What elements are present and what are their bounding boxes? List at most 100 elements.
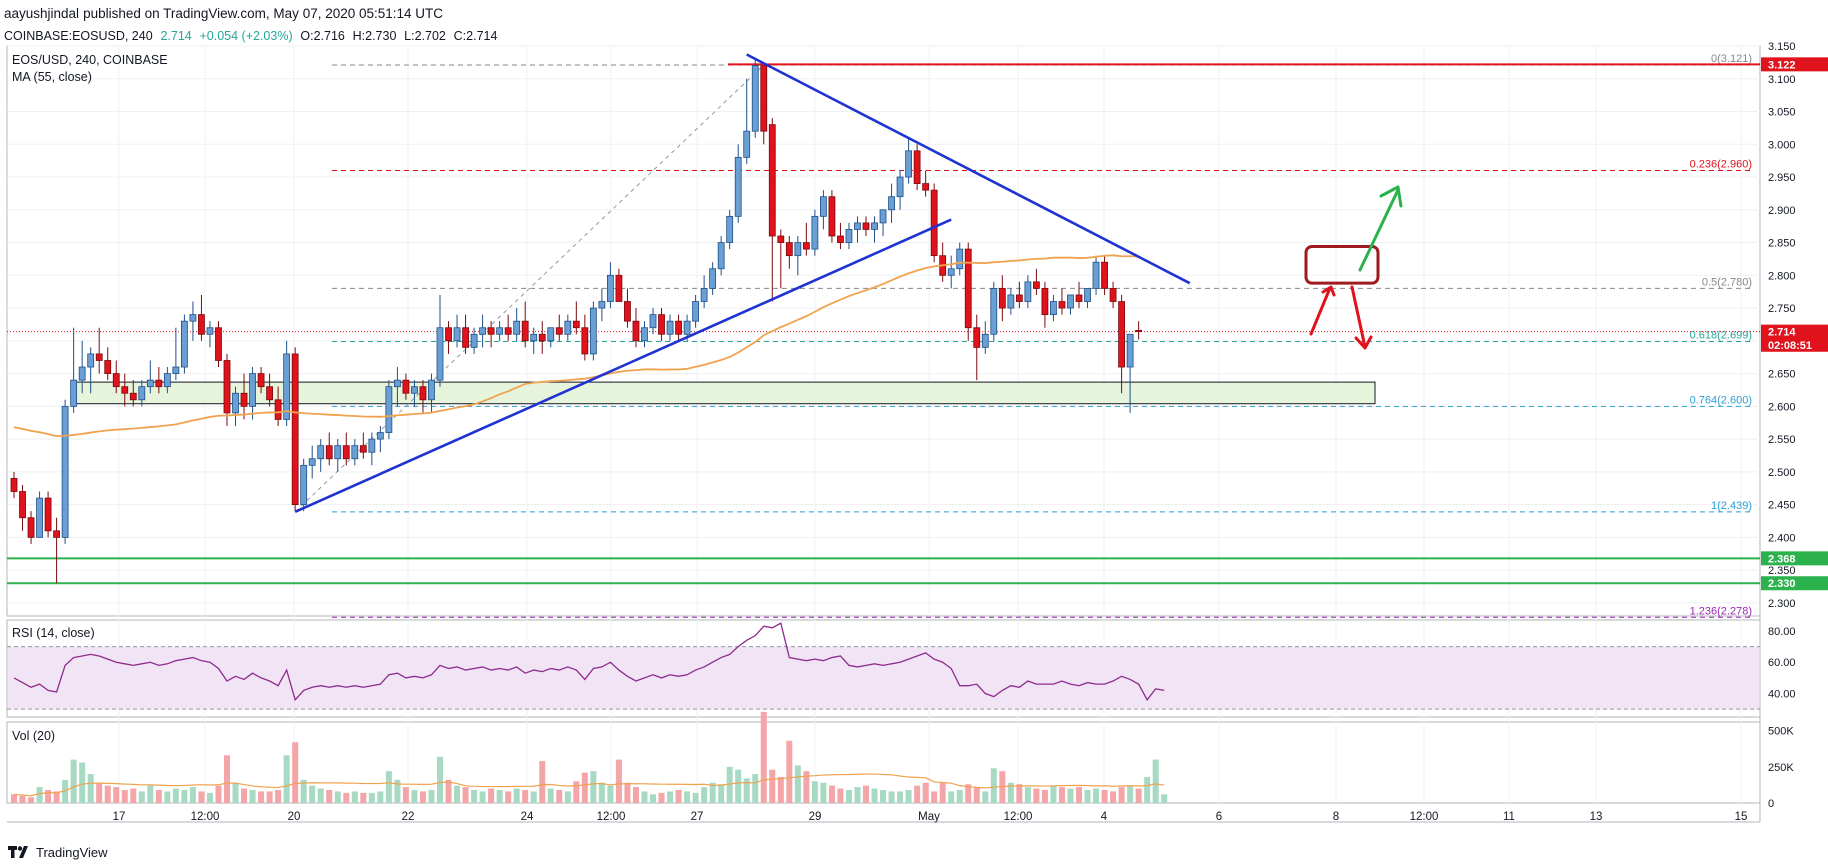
fib-level-label: 0.618(2.699)	[1690, 329, 1752, 341]
volume-bar	[28, 797, 35, 803]
candle-body	[53, 530, 60, 538]
volume-bar	[854, 787, 861, 803]
candle-body	[726, 215, 734, 243]
candle-body	[368, 438, 376, 453]
candle-body	[998, 288, 1006, 309]
volume-bar	[650, 794, 656, 803]
drawings	[294, 53, 1403, 514]
tradingview-logo-icon	[8, 846, 28, 858]
volume-bar	[931, 791, 938, 803]
x-tick-label: 27	[691, 811, 704, 823]
price-tick-label: 3.050	[1768, 107, 1796, 119]
candle-body	[470, 333, 478, 348]
volume-bar	[445, 779, 452, 803]
candle-body	[930, 189, 938, 257]
candle-body	[104, 360, 112, 374]
candle-body	[1092, 261, 1100, 289]
volume-bar	[411, 789, 418, 803]
volume-bar	[385, 771, 392, 803]
candle-body	[1126, 333, 1134, 368]
volume-bar	[973, 787, 980, 803]
volume-bar	[820, 782, 827, 803]
published-text: published on TradingView.com, May 07, 20…	[83, 6, 444, 21]
volume-bar	[845, 789, 852, 803]
candle-body	[896, 176, 904, 198]
candle-body	[428, 379, 435, 401]
x-tick-label: 12:00	[191, 811, 220, 823]
ohlc-close: C:2.714	[453, 29, 498, 43]
candle-body	[956, 248, 964, 270]
author-name[interactable]: aayushjindal	[4, 6, 80, 21]
volume-bar	[539, 761, 546, 803]
price-badge-label: 2.714	[1768, 327, 1796, 339]
candle-body	[411, 386, 418, 394]
volume-bar	[155, 789, 162, 803]
candle-body	[751, 65, 759, 132]
candle-body	[129, 392, 137, 401]
candle-body	[837, 235, 844, 243]
volume-bar	[488, 788, 495, 803]
candle-body	[496, 327, 504, 335]
volume-bar	[181, 789, 188, 803]
volume-bar	[590, 771, 597, 803]
volume-bar	[334, 791, 341, 803]
price-badge	[1761, 57, 1828, 72]
candle-body	[862, 222, 870, 230]
rsi-tick-label: 60.00	[1768, 657, 1796, 669]
price-tick-label: 2.650	[1768, 369, 1796, 381]
volume-bar	[948, 791, 955, 803]
candle-body	[487, 327, 495, 335]
candle-body	[913, 150, 921, 184]
brand-label[interactable]: TradingView	[36, 844, 108, 860]
volume-bar	[692, 792, 699, 803]
candle-body	[504, 327, 512, 335]
volume-bar	[794, 765, 801, 803]
volume-tick-label: 0	[1768, 798, 1774, 810]
candle-body	[658, 314, 665, 335]
price-tick-label: 2.900	[1768, 205, 1796, 217]
candle-body	[1075, 294, 1083, 302]
volume-bar	[1033, 788, 1040, 803]
candle-body	[317, 445, 325, 460]
volume-bar	[479, 791, 486, 803]
fib-level-label: 1(2.439)	[1711, 500, 1752, 512]
volume-bar	[206, 792, 213, 803]
candle-body	[845, 229, 853, 243]
volume-bar	[897, 791, 904, 803]
volume-bar	[675, 789, 682, 803]
price-badge	[1761, 576, 1828, 591]
candle-body	[513, 320, 521, 335]
candle-body	[743, 130, 751, 158]
volume-bar	[718, 784, 725, 803]
price-badge	[1761, 324, 1828, 339]
candle-body	[964, 248, 972, 329]
candle-body	[760, 65, 768, 132]
candle-body	[564, 320, 572, 335]
volume-bar	[956, 789, 963, 803]
candle-body	[172, 366, 180, 374]
candle-body	[641, 327, 648, 342]
candle-body	[1050, 301, 1057, 316]
volume-bar	[121, 789, 128, 803]
fib-level-label: 0(3.121)	[1711, 53, 1752, 65]
candle-body	[240, 392, 248, 407]
volume-ma-line	[13, 773, 1165, 797]
volume-bar	[615, 759, 622, 803]
candle-body	[198, 314, 205, 335]
price-tick-label: 2.550	[1768, 434, 1796, 446]
candle-body	[1135, 329, 1143, 333]
volume-bar	[914, 785, 921, 803]
candle-body	[266, 386, 274, 401]
candle-body	[445, 327, 452, 342]
up-arrow-shaft	[1358, 188, 1400, 272]
price-tick-label: 2.450	[1768, 500, 1796, 512]
candle-body	[232, 392, 239, 414]
volume-bar	[1067, 788, 1074, 803]
volume-bar	[530, 791, 537, 803]
candle-body	[479, 327, 487, 335]
candles	[10, 59, 1143, 584]
price-tick-label: 3.000	[1768, 139, 1796, 151]
candle-body	[1109, 288, 1117, 302]
volume-bar	[300, 779, 307, 803]
